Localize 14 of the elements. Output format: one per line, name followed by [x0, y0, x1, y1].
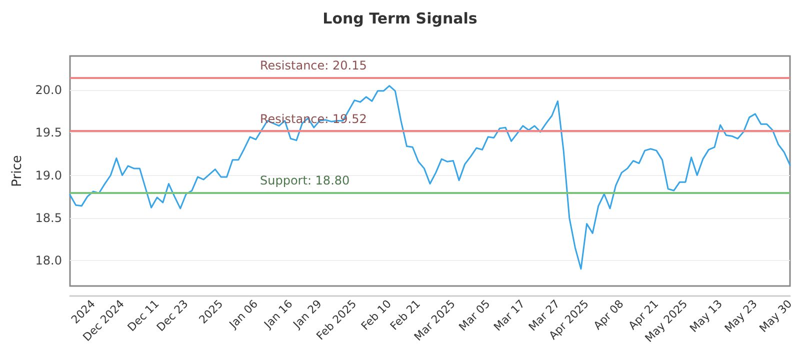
- line-series: [69, 85, 791, 270]
- ref-line-label: Resistance: 20.15: [260, 58, 367, 72]
- x-tick-label: Mar 05: [456, 297, 493, 334]
- y-tick-label: 20.0: [35, 83, 62, 98]
- chart-title: Long Term Signals: [322, 10, 478, 28]
- y-tick-label: 19.0: [35, 168, 62, 182]
- x-tick-label: Apr 08: [591, 297, 626, 332]
- x-tick-label: Mar 17: [491, 297, 528, 334]
- y-tick-label: 19.5: [35, 126, 62, 140]
- x-tick-label: Jan 06: [226, 297, 260, 332]
- y-tick-label: 18.0: [35, 253, 62, 268]
- ref-line-label: Support: 18.80: [260, 173, 350, 188]
- y-tick-label: 18.5: [35, 210, 62, 225]
- y-axis-title: Price: [10, 155, 25, 187]
